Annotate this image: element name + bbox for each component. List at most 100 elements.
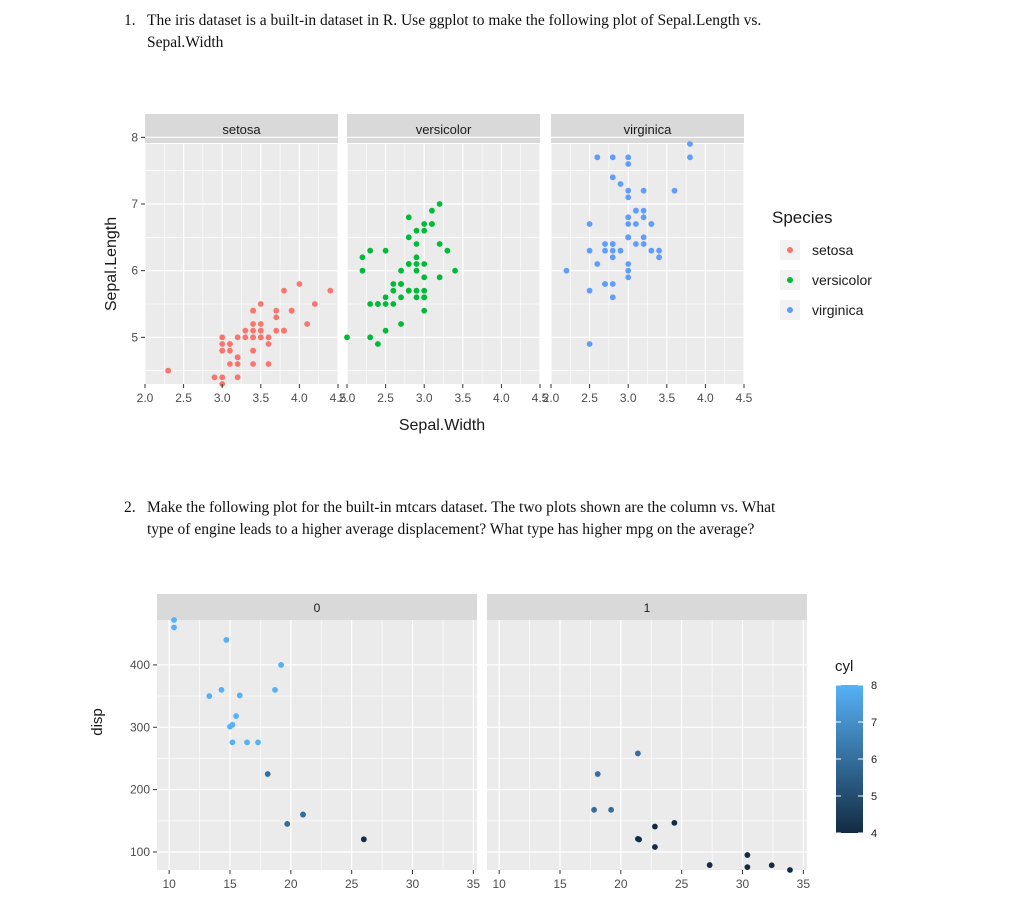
data-point-versicolor <box>382 327 389 334</box>
x-tick-label: 2.0 <box>339 391 356 405</box>
data-point-virginica <box>640 234 647 241</box>
data-point-vs-1 <box>594 771 601 777</box>
data-point-versicolor <box>436 201 443 207</box>
colorbar-label: 5 <box>871 791 877 803</box>
legend-key-setosa <box>787 247 793 253</box>
data-point-virginica <box>656 247 662 254</box>
data-point-virginica <box>633 207 639 214</box>
x-tick-label: 2.0 <box>137 391 154 405</box>
y-tick-label: 7 <box>131 197 138 211</box>
data-point-vs-1 <box>634 835 641 842</box>
data-point-setosa <box>227 347 233 354</box>
data-point-virginica <box>586 221 593 227</box>
facet-strip-virginica <box>551 114 744 143</box>
data-point-setosa <box>211 374 218 381</box>
x-tick-label: 3.5 <box>658 391 675 405</box>
data-point-vs-1 <box>591 806 597 813</box>
facet-label-0: 0 <box>314 601 321 615</box>
x-tick-label: 3.5 <box>252 391 269 405</box>
data-point-setosa <box>250 361 256 367</box>
data-point-virginica <box>640 214 647 221</box>
data-point-setosa <box>234 361 241 367</box>
data-point-versicolor <box>382 301 389 307</box>
panel-1 <box>487 620 807 870</box>
data-point-versicolor <box>421 227 428 234</box>
data-point-versicolor <box>398 267 404 274</box>
data-point-versicolor <box>359 267 366 274</box>
facet-strip-1 <box>487 594 807 620</box>
data-point-vs-1 <box>744 864 751 871</box>
data-point-virginica <box>633 241 639 247</box>
x-tick-label: 3.0 <box>416 391 433 405</box>
panel-0 <box>157 620 477 870</box>
y-tick-label: 300 <box>130 720 150 734</box>
facet-label-setosa: setosa <box>222 122 261 137</box>
x-tick-label: 25 <box>345 877 359 891</box>
data-point-setosa <box>250 334 256 341</box>
facet-label-virginica: virginica <box>624 122 672 137</box>
facet-label-1: 1 <box>644 601 651 615</box>
data-point-versicolor <box>421 274 428 281</box>
data-point-virginica <box>617 247 624 254</box>
data-point-setosa <box>219 347 226 354</box>
data-point-setosa <box>296 281 303 287</box>
data-point-vs-1 <box>671 819 678 826</box>
question-1-number: 1. <box>124 12 136 29</box>
data-point-setosa <box>219 341 226 347</box>
data-point-versicolor <box>421 287 428 294</box>
data-point-versicolor <box>390 301 397 307</box>
y-tick-label: 200 <box>130 783 150 797</box>
data-point-vs-0 <box>223 637 230 643</box>
y-tick-label: 8 <box>131 130 138 144</box>
data-point-setosa <box>281 287 287 294</box>
data-point-vs-1 <box>652 844 658 850</box>
x-tick-label: 2.5 <box>175 391 192 405</box>
data-point-virginica <box>625 154 632 161</box>
data-point-versicolor <box>429 221 435 227</box>
data-point-virginica <box>586 247 593 254</box>
data-point-setosa <box>288 307 295 314</box>
legend-title: Species <box>772 208 832 227</box>
data-point-virginica <box>609 174 616 181</box>
x-tick-label: 4.0 <box>291 391 308 405</box>
x-axis-title: Sepal.Width <box>399 417 485 434</box>
data-point-setosa <box>257 301 264 307</box>
data-point-virginica <box>640 187 647 194</box>
facet-strip-setosa <box>145 114 338 143</box>
data-point-setosa <box>304 321 311 327</box>
question-2-line-1: Make the following plot for the built-in… <box>147 499 776 516</box>
data-point-virginica <box>609 241 616 247</box>
data-point-vs-0 <box>300 811 306 818</box>
data-point-versicolor <box>421 221 428 227</box>
data-point-virginica <box>671 187 678 194</box>
data-point-versicolor <box>398 294 404 301</box>
data-point-versicolor <box>367 301 374 307</box>
data-point-setosa <box>265 361 272 367</box>
data-point-setosa <box>265 334 272 341</box>
data-point-versicolor <box>359 254 366 261</box>
x-tick-label: 4.5 <box>330 391 347 405</box>
data-point-vs-1 <box>706 862 713 868</box>
data-point-virginica <box>594 261 601 267</box>
question-1-line-2: Sepal.Width <box>147 34 224 51</box>
data-point-virginica <box>609 247 616 254</box>
data-point-setosa <box>234 374 241 381</box>
data-point-virginica <box>625 194 632 201</box>
data-point-virginica <box>609 154 616 161</box>
data-point-versicolor <box>413 261 420 267</box>
x-tick-label: 10 <box>492 877 506 891</box>
y-axis-title: Sepal.Length <box>103 217 120 311</box>
data-point-setosa <box>257 327 264 334</box>
data-point-virginica <box>609 281 616 287</box>
data-point-vs-0 <box>227 723 233 730</box>
question-1-text: The iris dataset is a built-in dataset i… <box>147 10 761 54</box>
data-point-versicolor <box>382 294 389 301</box>
data-point-vs-0 <box>218 686 225 693</box>
y-tick-label: 100 <box>130 845 150 859</box>
data-point-setosa <box>257 321 264 327</box>
data-point-setosa <box>227 341 233 347</box>
data-point-setosa <box>234 334 241 341</box>
data-point-versicolor <box>413 287 420 294</box>
data-point-virginica <box>625 221 632 227</box>
legend-title: cyl <box>835 658 853 675</box>
